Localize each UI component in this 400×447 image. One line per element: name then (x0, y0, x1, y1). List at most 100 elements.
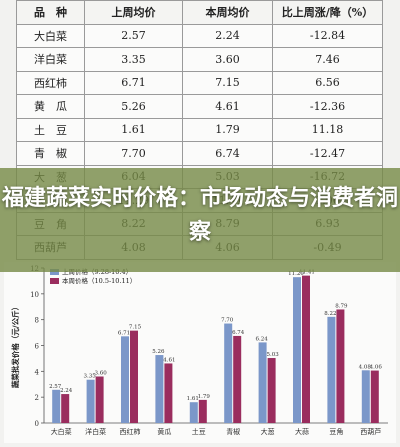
data-label: 8.22 (324, 311, 336, 317)
data-label: 11.41 (299, 270, 315, 276)
table-row: 大白菜 2.57 2.24 -12.84 (16, 23, 383, 48)
cell-this-week: 3.60 (182, 47, 273, 72)
cell-variety: 西红柿 (16, 70, 85, 95)
headline-overlay (0, 168, 400, 272)
y-tick-label: 6 (35, 343, 40, 351)
bar-last-week (224, 323, 233, 423)
bar-this-week (61, 394, 70, 423)
legend-swatch (50, 278, 59, 284)
data-label: 5.26 (152, 349, 165, 355)
data-label: 6.74 (232, 330, 245, 336)
data-label: 7.15 (129, 325, 142, 331)
legend-swatch (50, 269, 59, 275)
bar-chart: 024681012蔬菜批发价格（元/公斤）2.572.24大白菜3.353.60… (10, 265, 388, 436)
bar-last-week (189, 402, 198, 423)
y-tick-label: 4 (35, 368, 40, 376)
cell-change: 7.46 (272, 47, 383, 72)
table-row: 洋白菜 3.35 3.60 7.46 (16, 47, 383, 72)
data-label: 4.08 (359, 364, 372, 370)
bar-last-week (52, 389, 61, 423)
cell-last-week: 7.70 (84, 141, 183, 166)
y-tick-label: 8 (35, 317, 39, 325)
data-label: 6.71 (118, 330, 130, 336)
x-tick-label: 大葱 (261, 427, 275, 436)
cell-this-week: 7.15 (182, 70, 273, 95)
cell-this-week: 1.79 (182, 117, 273, 142)
bar-last-week (155, 355, 164, 423)
data-label: 7.70 (221, 318, 234, 324)
header-this-week: 本周均价 (182, 0, 273, 25)
cell-last-week: 2.57 (84, 23, 183, 48)
table-header-row: 品 种 上周均价 本周均价 比上周涨/降（%） (16, 0, 383, 25)
header-change: 比上周涨/降（%） (272, 0, 383, 25)
y-axis-label: 蔬菜批发价格（元/公斤） (10, 303, 20, 388)
chart-panel: 024681012蔬菜批发价格（元/公斤）2.572.24大白菜3.353.60… (4, 262, 396, 443)
legend-label: 本周价格（10.5-10.11） (62, 276, 136, 285)
bar-last-week (361, 370, 370, 423)
x-tick-label: 大白菜 (51, 427, 72, 436)
data-label: 8.79 (335, 303, 348, 309)
y-tick-label: 0 (35, 420, 39, 428)
bar-this-week (370, 370, 379, 423)
cell-last-week: 5.26 (84, 94, 183, 119)
table-row: 青 椒 7.70 6.74 -12.47 (16, 141, 383, 166)
x-tick-label: 西红柿 (120, 427, 141, 436)
bar-this-week (267, 358, 276, 423)
cell-variety: 黄 瓜 (16, 94, 85, 119)
bar-this-week (302, 275, 310, 423)
data-label: 6.24 (255, 336, 268, 342)
x-tick-label: 洋白菜 (85, 427, 106, 436)
bar-this-week (95, 376, 104, 423)
y-tick-label: 2 (35, 394, 39, 402)
cell-change: -12.47 (272, 141, 383, 166)
bar-this-week (164, 363, 173, 423)
data-label: 2.24 (60, 388, 73, 394)
data-label: 2.57 (49, 384, 62, 390)
table-row: 黄 瓜 5.26 4.61 -12.36 (16, 94, 383, 119)
cell-change: -12.36 (272, 94, 383, 119)
data-label: 1.61 (187, 396, 199, 402)
data-label: 4.06 (370, 365, 383, 371)
x-tick-label: 黄瓜 (157, 427, 171, 436)
data-label: 3.35 (83, 374, 96, 380)
header-last-week: 上周均价 (84, 0, 183, 25)
bar-last-week (327, 316, 336, 423)
data-label: 3.60 (94, 371, 107, 377)
x-tick-label: 西葫芦 (360, 427, 381, 436)
bar-last-week (258, 342, 267, 423)
bar-this-week (233, 335, 242, 423)
cell-this-week: 2.24 (182, 23, 273, 48)
cell-last-week: 3.35 (84, 47, 183, 72)
data-label: 1.79 (198, 394, 211, 400)
y-tick-label: 10 (30, 291, 39, 299)
cell-change: -12.84 (272, 23, 383, 48)
cell-variety: 大白菜 (16, 23, 85, 48)
bar-last-week (121, 336, 129, 423)
table-row: 土 豆 1.61 1.79 11.18 (16, 117, 383, 142)
x-tick-label: 大蒜 (295, 427, 309, 436)
bar-this-week (198, 399, 207, 423)
cell-variety: 青 椒 (16, 141, 85, 166)
cell-last-week: 6.71 (84, 70, 183, 95)
data-label: 5.03 (266, 352, 279, 358)
cell-this-week: 6.74 (182, 141, 273, 166)
header-variety: 品 种 (16, 0, 85, 25)
headline-title: 福建蔬菜实时价格：市场动态与消费者洞察 (1, 186, 398, 245)
bar-this-week (130, 330, 138, 423)
cell-this-week: 4.61 (182, 94, 273, 119)
data-label: 11.29 (288, 271, 304, 277)
x-tick-label: 土豆 (192, 427, 206, 436)
cell-last-week: 1.61 (84, 117, 183, 142)
data-label: 4.61 (163, 357, 175, 363)
cell-variety: 土 豆 (16, 117, 85, 142)
x-tick-label: 豆角 (329, 427, 343, 436)
bar-last-week (293, 277, 301, 423)
cell-change: 11.18 (272, 117, 383, 142)
x-tick-label: 青椒 (226, 427, 240, 436)
bar-this-week (336, 309, 345, 423)
bar-last-week (86, 379, 95, 423)
cell-variety: 洋白菜 (16, 47, 85, 72)
table-row: 西红柿 6.71 7.15 6.56 (16, 70, 383, 95)
cell-change: 6.56 (272, 70, 383, 95)
